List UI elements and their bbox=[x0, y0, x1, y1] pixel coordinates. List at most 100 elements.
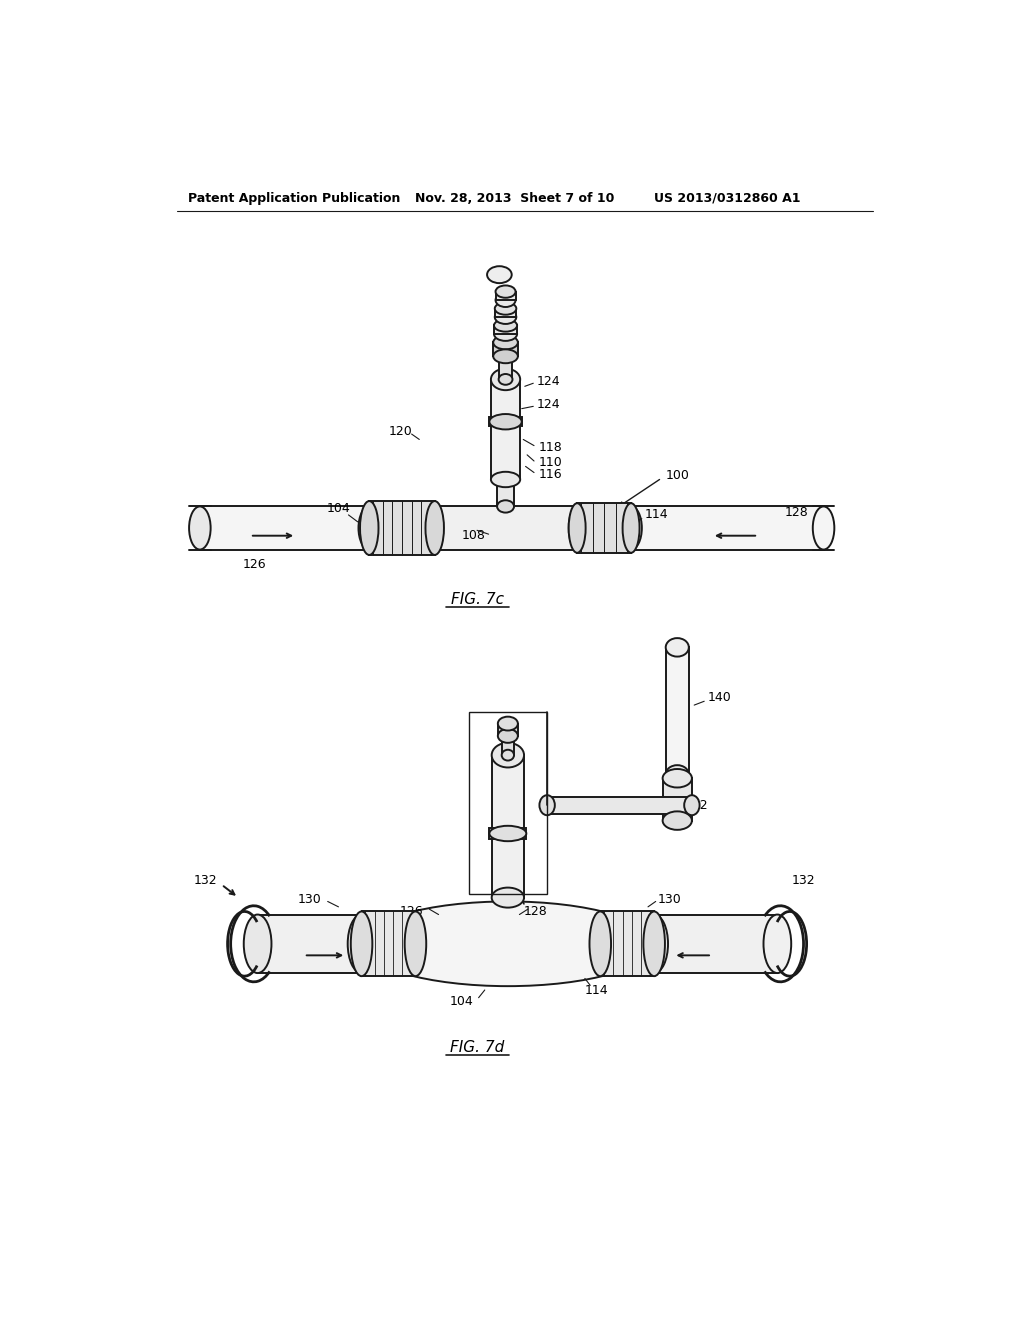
Bar bbox=[494, 342, 518, 356]
Text: 130: 130 bbox=[298, 892, 322, 906]
Ellipse shape bbox=[404, 911, 426, 975]
Text: 128: 128 bbox=[785, 506, 809, 519]
Ellipse shape bbox=[497, 474, 514, 486]
Text: 108: 108 bbox=[462, 529, 485, 543]
Bar bbox=[631, 507, 823, 549]
Bar bbox=[490, 379, 520, 479]
Bar bbox=[258, 915, 361, 973]
Ellipse shape bbox=[496, 293, 515, 308]
Ellipse shape bbox=[358, 507, 380, 549]
Bar bbox=[469, 711, 547, 894]
Text: 106: 106 bbox=[499, 833, 521, 846]
Bar bbox=[498, 723, 518, 737]
Text: FIG. 7d: FIG. 7d bbox=[450, 1040, 504, 1055]
Ellipse shape bbox=[666, 766, 689, 784]
Ellipse shape bbox=[499, 350, 512, 363]
Text: 132: 132 bbox=[194, 874, 217, 887]
Bar bbox=[489, 417, 521, 426]
Ellipse shape bbox=[492, 887, 524, 908]
Bar bbox=[492, 755, 524, 898]
Text: 114: 114 bbox=[585, 983, 608, 997]
Text: 110: 110 bbox=[539, 455, 562, 469]
Ellipse shape bbox=[568, 507, 586, 549]
Bar bbox=[666, 647, 689, 775]
Ellipse shape bbox=[489, 414, 521, 429]
Ellipse shape bbox=[663, 812, 692, 830]
Ellipse shape bbox=[426, 507, 443, 549]
Bar bbox=[435, 507, 578, 549]
Ellipse shape bbox=[494, 350, 518, 363]
Ellipse shape bbox=[494, 327, 517, 341]
Ellipse shape bbox=[568, 503, 586, 553]
Ellipse shape bbox=[490, 368, 520, 391]
Ellipse shape bbox=[487, 267, 512, 284]
Bar bbox=[494, 326, 517, 334]
Bar bbox=[663, 779, 692, 821]
Bar bbox=[370, 502, 435, 554]
Text: 118: 118 bbox=[539, 441, 562, 454]
Bar bbox=[578, 503, 631, 553]
Text: 130: 130 bbox=[658, 892, 682, 906]
Bar bbox=[600, 911, 654, 977]
Bar bbox=[502, 737, 514, 755]
Text: 104: 104 bbox=[327, 502, 350, 515]
Ellipse shape bbox=[425, 502, 444, 554]
Text: 116: 116 bbox=[539, 467, 562, 480]
Ellipse shape bbox=[494, 335, 518, 350]
Bar bbox=[361, 911, 416, 977]
Ellipse shape bbox=[621, 507, 642, 549]
Text: US 2013/0312860 A1: US 2013/0312860 A1 bbox=[654, 191, 801, 205]
Text: 132: 132 bbox=[792, 874, 815, 887]
Ellipse shape bbox=[495, 310, 516, 323]
Text: 126: 126 bbox=[399, 906, 423, 917]
Bar bbox=[499, 356, 512, 379]
Text: 124: 124 bbox=[537, 399, 560, 412]
Text: 120: 120 bbox=[388, 425, 413, 438]
Text: 114: 114 bbox=[645, 508, 669, 521]
Ellipse shape bbox=[643, 911, 665, 975]
Ellipse shape bbox=[666, 638, 689, 656]
Ellipse shape bbox=[361, 902, 654, 986]
Ellipse shape bbox=[499, 374, 512, 385]
Ellipse shape bbox=[623, 503, 640, 553]
Ellipse shape bbox=[684, 795, 699, 816]
Text: 100: 100 bbox=[666, 469, 689, 482]
Bar bbox=[496, 292, 515, 300]
Ellipse shape bbox=[351, 911, 373, 975]
Ellipse shape bbox=[498, 717, 518, 730]
Ellipse shape bbox=[498, 729, 518, 743]
Ellipse shape bbox=[494, 319, 517, 331]
Ellipse shape bbox=[497, 500, 514, 512]
Bar bbox=[200, 507, 370, 549]
Ellipse shape bbox=[348, 915, 376, 973]
Ellipse shape bbox=[764, 915, 792, 973]
Bar bbox=[547, 797, 692, 813]
Text: 102: 102 bbox=[373, 502, 396, 515]
Ellipse shape bbox=[189, 507, 211, 549]
Ellipse shape bbox=[502, 730, 514, 742]
Text: 126: 126 bbox=[243, 558, 266, 572]
Ellipse shape bbox=[813, 507, 835, 549]
Bar bbox=[497, 479, 514, 507]
Ellipse shape bbox=[590, 911, 611, 975]
Bar bbox=[495, 309, 516, 317]
Ellipse shape bbox=[492, 743, 524, 767]
Text: 140: 140 bbox=[708, 690, 732, 704]
Ellipse shape bbox=[490, 471, 520, 487]
Text: Patent Application Publication: Patent Application Publication bbox=[188, 191, 400, 205]
Bar bbox=[489, 828, 526, 840]
Ellipse shape bbox=[489, 826, 526, 841]
Ellipse shape bbox=[496, 285, 515, 298]
Text: Nov. 28, 2013  Sheet 7 of 10: Nov. 28, 2013 Sheet 7 of 10 bbox=[416, 191, 614, 205]
Ellipse shape bbox=[663, 770, 692, 788]
Ellipse shape bbox=[360, 502, 379, 554]
Ellipse shape bbox=[495, 302, 516, 314]
Ellipse shape bbox=[244, 915, 271, 973]
Text: 128: 128 bbox=[523, 906, 547, 917]
Ellipse shape bbox=[540, 795, 555, 816]
Ellipse shape bbox=[502, 750, 514, 760]
Ellipse shape bbox=[640, 915, 668, 973]
Text: 104: 104 bbox=[450, 995, 473, 1008]
Text: 124: 124 bbox=[537, 375, 560, 388]
Bar bbox=[654, 915, 777, 973]
